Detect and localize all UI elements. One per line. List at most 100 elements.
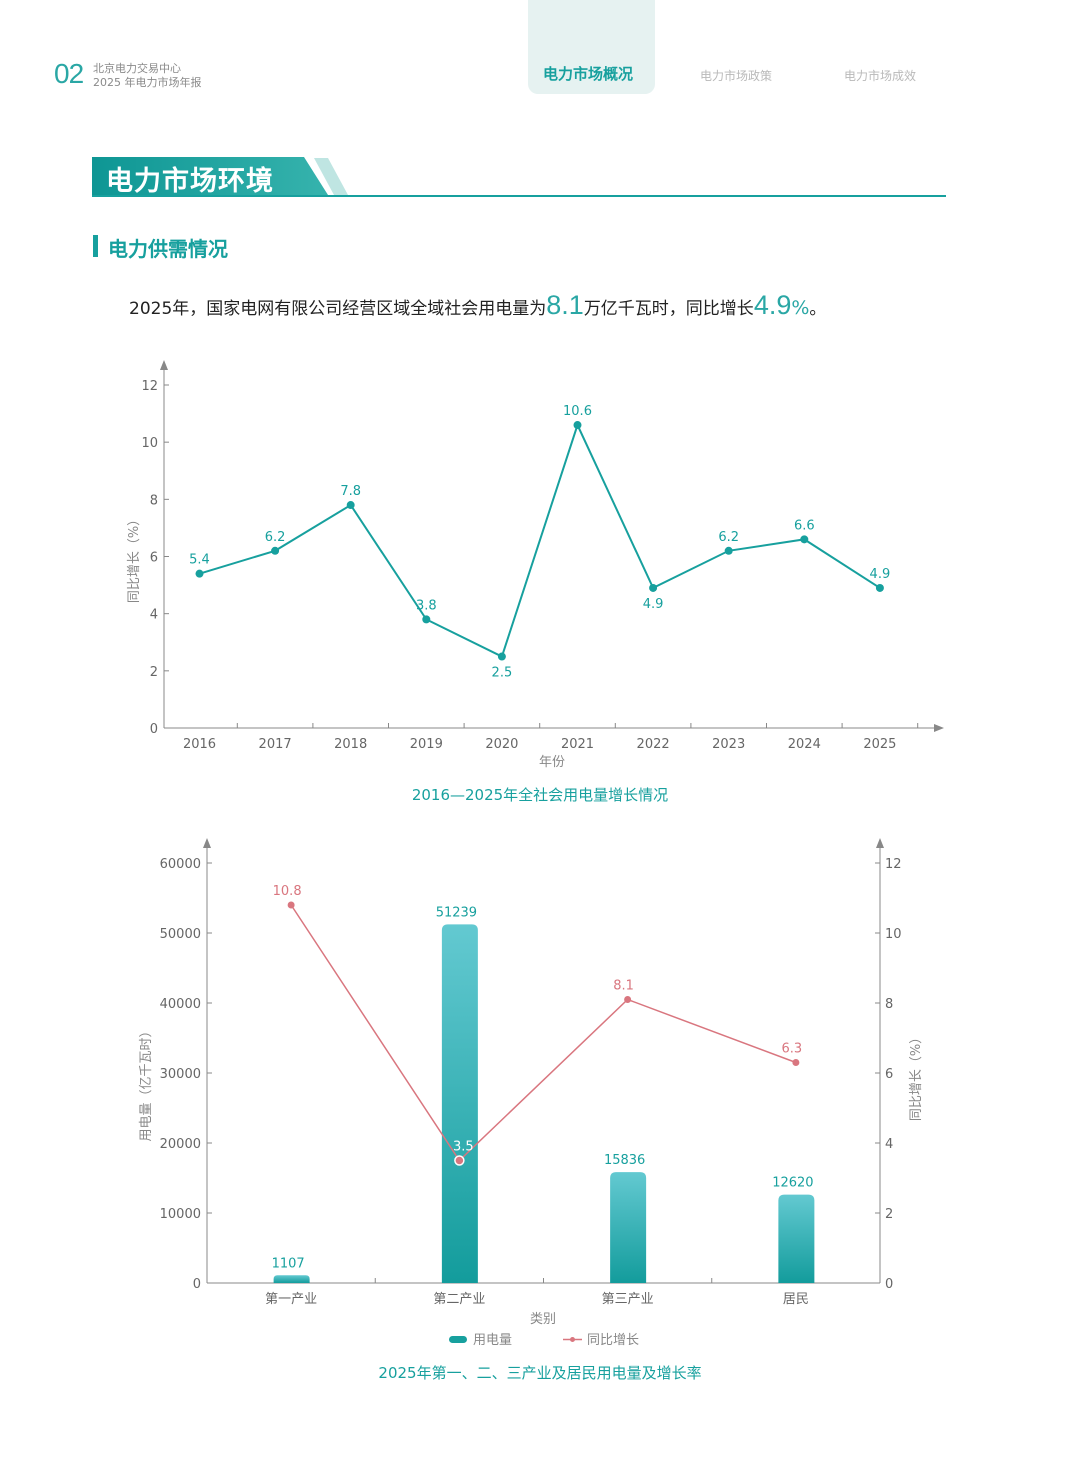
chart2-right-tick-label: 10 <box>885 927 902 942</box>
intro-text: 2025年，国家电网有限公司经营区域全域社会用电量为8.1万亿千瓦时，同比增长4… <box>129 290 826 321</box>
chart1-point <box>422 615 431 624</box>
chart1-x-tick-label: 2017 <box>259 737 292 752</box>
chart2-left-tick-label: 20000 <box>160 1137 201 1152</box>
chart2-x-tick-label: 第二产业 <box>433 1292 485 1307</box>
chart2-bar <box>441 924 478 1283</box>
chart1-x-tick-label: 2021 <box>561 737 594 752</box>
chart2-growth-label: 6.3 <box>782 1042 803 1057</box>
chart1-data-label: 6.2 <box>718 530 739 545</box>
chart1-x-tick-label: 2024 <box>788 737 821 752</box>
tab-market-policy[interactable]: 电力市场政策 <box>700 69 773 83</box>
chart2-bar-label: 51239 <box>436 905 477 920</box>
chart1-point <box>724 546 733 555</box>
chart2-growth-point <box>624 996 632 1003</box>
chart2-right-tick-label: 2 <box>885 1207 893 1222</box>
chart1-x-tick-label: 2023 <box>712 737 745 752</box>
intro-unit-percent: % <box>791 297 810 319</box>
section-title: 电力市场环境 <box>106 166 274 197</box>
chart2-legend-line-label: 同比增长 <box>587 1333 639 1348</box>
chart1-data-label: 4.9 <box>643 597 664 612</box>
chart2-growth-label: 10.8 <box>273 884 302 899</box>
intro-prefix: 2025年，国家电网有限公司经营区域全域社会用电量为 <box>129 299 547 319</box>
chart1-y-axis-arrow <box>160 360 168 370</box>
chart1-y-tick-label: 8 <box>150 493 158 508</box>
chart2-legend-line-dot <box>570 1337 575 1342</box>
page-number: 02 <box>54 58 84 89</box>
section-banner <box>92 157 946 197</box>
chart1-data-label: 6.2 <box>265 530 286 545</box>
org-line-2: 2025 年电力市场年报 <box>93 76 202 89</box>
chart2-left-tick-label: 0 <box>193 1277 201 1292</box>
chart2-right-y-label: 同比增长（%） <box>909 1031 924 1121</box>
chart2-legend-bar-swatch <box>449 1336 467 1343</box>
chart1-y-tick-label: 12 <box>141 379 158 394</box>
org-line-1: 北京电力交易中心 <box>93 62 181 75</box>
chart2-left-tick-label: 50000 <box>160 927 201 942</box>
chart2-right-tick-label: 6 <box>885 1067 893 1082</box>
chart1-data-label: 4.9 <box>870 567 891 582</box>
chart1-x-tick-label: 2022 <box>637 737 670 752</box>
chart1-point <box>800 535 809 544</box>
chart2-x-label: 类别 <box>530 1312 556 1327</box>
chart2-x-tick-label: 第三产业 <box>602 1292 654 1307</box>
chart1-x-tick-label: 2020 <box>485 737 518 752</box>
chart1-y-tick-label: 6 <box>150 551 158 566</box>
chart2-x-tick-label: 第一产业 <box>265 1292 317 1307</box>
chart1-y-tick-label: 2 <box>150 665 158 680</box>
intro-mid: 万亿千瓦时，同比增长 <box>583 299 754 319</box>
chart2-growth-label: 8.1 <box>613 979 634 994</box>
chart2-left-y-label: 用电量（亿千瓦时） <box>139 1024 154 1141</box>
chart1-data-label: 7.8 <box>340 484 361 499</box>
chart2-bar-label: 12620 <box>772 1176 813 1191</box>
chart1-x-tick-label: 2018 <box>334 737 367 752</box>
chart2-left-axis-arrow <box>203 838 211 848</box>
chart1-point <box>649 583 658 592</box>
chart2-growth-point <box>287 901 295 909</box>
chart2-bar <box>610 1172 647 1283</box>
chart1-x-tick-label: 2019 <box>410 737 443 752</box>
intro-value-consumption: 8.1 <box>546 290 584 320</box>
chart1-data-label: 3.8 <box>416 598 437 613</box>
chart2-bar <box>273 1275 310 1283</box>
chart2-right-tick-label: 8 <box>885 997 893 1012</box>
tab-market-results[interactable]: 电力市场成效 <box>844 69 917 83</box>
chart1-series-line <box>199 422 881 658</box>
chart2-right-tick-label: 12 <box>885 857 902 872</box>
chart2-growth-line <box>290 904 797 1162</box>
chart2-right-axis-arrow <box>876 838 884 848</box>
chart1-data-label: 2.5 <box>492 666 513 681</box>
chart1-x-label: 年份 <box>539 755 565 770</box>
chart2-right-tick-label: 0 <box>885 1277 893 1292</box>
chart1-x-axis-arrow <box>934 724 944 732</box>
chart2-growth-point <box>454 1155 465 1166</box>
chart2-left-tick-label: 10000 <box>160 1207 201 1222</box>
chart1-y-tick-label: 10 <box>141 436 158 451</box>
chart1-y-label: 同比增长（%） <box>127 513 142 603</box>
chart2-bar-label: 1107 <box>272 1256 305 1271</box>
chart1-data-label: 10.6 <box>563 404 592 419</box>
chart1-point <box>195 569 204 578</box>
chart2-bar-label: 15836 <box>604 1153 645 1168</box>
subsection-title: 电力供需情况 <box>108 237 228 261</box>
org-name: 北京电力交易中心 2025 年电力市场年报 <box>93 62 202 90</box>
chart2-growth-label: 3.5 <box>453 1140 474 1155</box>
chart2-left-tick-label: 30000 <box>160 1067 201 1082</box>
chart1-data-label: 5.4 <box>189 553 210 568</box>
chart2-x-tick-label: 居民 <box>783 1292 809 1307</box>
chart1-y-tick-label: 0 <box>150 722 158 737</box>
intro-value-growth: 4.9 <box>753 290 792 320</box>
chart2-left-tick-label: 40000 <box>160 997 201 1012</box>
chart2-legend-bar-label: 用电量 <box>473 1333 512 1348</box>
chart1-point <box>875 583 884 592</box>
chart2-bar <box>778 1194 815 1283</box>
chart1-point <box>346 501 355 510</box>
chart1-point <box>573 421 582 430</box>
intro-suffix: 。 <box>809 299 827 319</box>
tab-market-overview[interactable]: 电力市场概况 <box>543 65 634 83</box>
chart1-y-tick-label: 4 <box>150 608 158 623</box>
chart-growth-trend: 0 2 4 6 8 10 12 2016 2017 2018 2019 2020 2021 2022 202… <box>127 360 944 770</box>
chart2-growth-point <box>792 1059 800 1066</box>
chart1-x-tick-label: 2025 <box>863 737 896 752</box>
chart1-point <box>497 652 506 661</box>
